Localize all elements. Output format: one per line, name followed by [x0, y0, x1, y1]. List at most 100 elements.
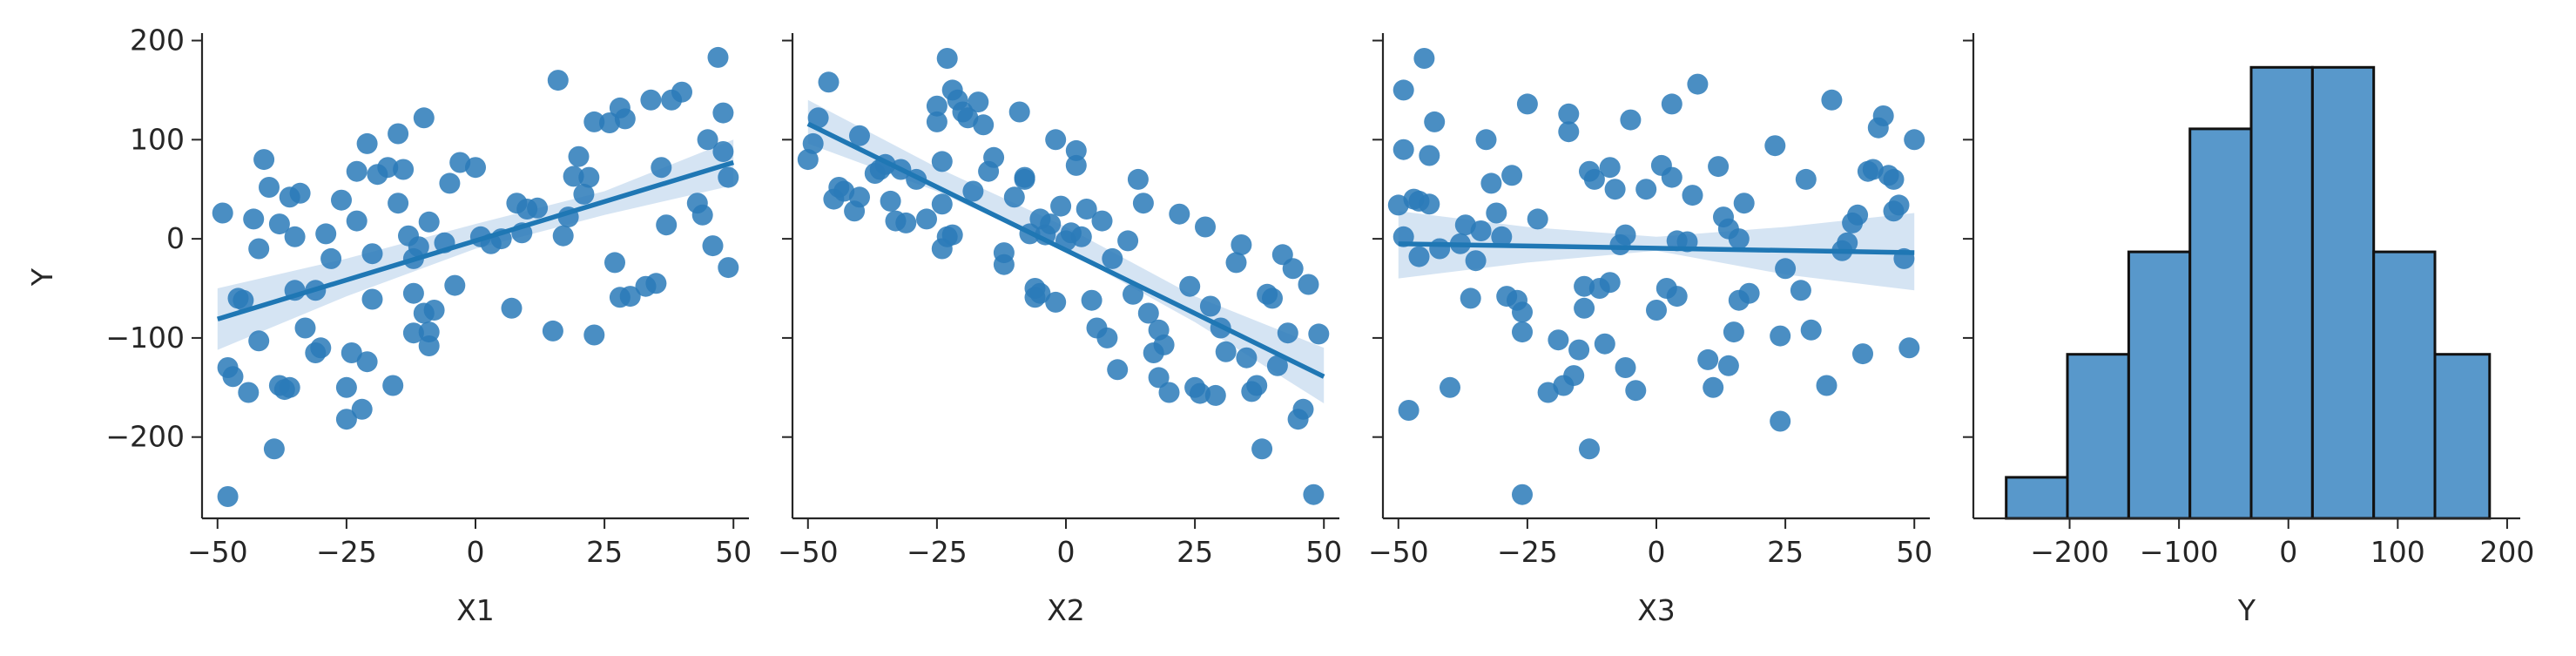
scatter-point — [439, 172, 461, 194]
scatter-point — [1615, 224, 1636, 246]
scatter-point — [1277, 322, 1298, 344]
scatter-point — [248, 330, 270, 352]
scatter-point — [1615, 357, 1636, 378]
y-tick-label: −200 — [105, 420, 185, 454]
scatter-point — [279, 376, 300, 398]
x-tick-label: 200 — [2479, 535, 2534, 569]
scatter-point — [1697, 348, 1719, 370]
scatter-point — [1065, 139, 1087, 161]
scatter-point — [1635, 179, 1657, 200]
x-axis-label: X1 — [456, 593, 495, 627]
scatter-point — [1266, 355, 1288, 376]
scatter-point — [1096, 327, 1118, 348]
scatter-point — [253, 149, 275, 171]
scatter-point — [1816, 375, 1838, 396]
scatter-point — [1486, 202, 1507, 224]
x-axis-label: X3 — [1637, 593, 1676, 627]
scatter-point — [1738, 282, 1760, 304]
scatter-point — [578, 166, 600, 188]
scatter-point — [1717, 355, 1739, 376]
x-axis-label: X2 — [1047, 593, 1085, 627]
scatter-point — [351, 398, 373, 420]
x-tick-label: 25 — [586, 535, 623, 569]
scatter-point — [797, 149, 819, 171]
histogram-bar — [2310, 65, 2376, 520]
scatter-point — [1795, 168, 1817, 190]
scatter-point — [1081, 289, 1103, 311]
scatter-point — [645, 273, 667, 294]
panel-2: −50 −25 0 25 50 X2 — [778, 33, 1342, 627]
x-tick-label: −25 — [907, 535, 968, 569]
scatter-point — [444, 274, 466, 296]
scatter-point — [1045, 291, 1067, 313]
scatter-point — [1132, 193, 1154, 214]
scatter-point — [926, 111, 947, 132]
scatter-point — [1419, 145, 1440, 166]
scatter-point — [583, 111, 605, 132]
x-tick-label: 50 — [1896, 535, 1932, 569]
scatter-point — [1179, 275, 1201, 297]
scatter-point — [1413, 48, 1435, 69]
scatter-point — [1733, 193, 1755, 214]
scatter-point — [702, 235, 724, 257]
scatter-point — [712, 141, 734, 162]
histogram-bar — [2127, 250, 2192, 520]
scatter-point — [356, 351, 378, 373]
scatter-point — [1661, 93, 1682, 115]
x-tick-label: −100 — [2140, 535, 2219, 569]
scatter-point — [1465, 250, 1487, 272]
scatter-point — [243, 208, 265, 230]
x-tick-label: 0 — [2279, 535, 2297, 569]
scatter-point — [1298, 274, 1319, 295]
scatter-point — [238, 382, 260, 403]
scatter-point — [1236, 347, 1258, 369]
scatter-point — [1029, 282, 1051, 304]
scatter-point — [1262, 287, 1283, 309]
scatter-point — [259, 177, 280, 198]
scatter-point — [568, 145, 590, 167]
scatter-point — [1123, 283, 1143, 305]
x-tick-label: −25 — [1497, 535, 1558, 569]
scatter-point — [284, 226, 306, 247]
scatter-point — [248, 238, 270, 260]
panel-3: −50 −25 0 25 50 X3 — [1368, 33, 1932, 627]
scatter-point — [388, 123, 409, 145]
scatter-point — [388, 193, 409, 214]
scatter-point — [1790, 280, 1811, 301]
scatter-point — [718, 166, 739, 188]
histogram-bar — [2249, 65, 2314, 520]
scatter-point — [936, 48, 958, 69]
scatter-point — [983, 146, 1005, 168]
scatter-point — [1148, 367, 1170, 389]
scatter-point — [1045, 129, 1067, 151]
scatter-point — [1904, 129, 1925, 151]
scatter-point — [315, 223, 337, 245]
scatter-point — [1470, 220, 1492, 241]
scatter-point — [1393, 139, 1414, 160]
scatter-point — [1169, 203, 1190, 225]
scatter-point — [1883, 168, 1905, 190]
scatter-point — [222, 366, 244, 388]
scatter-point — [916, 208, 937, 230]
scatter-point — [1501, 165, 1523, 186]
y-tick-label: 0 — [166, 221, 185, 255]
scatter-point — [651, 157, 672, 179]
scatter-point — [712, 102, 734, 124]
x-tick-label: −50 — [778, 535, 839, 569]
scatter-points — [1387, 48, 1925, 505]
scatter-point — [1491, 226, 1513, 247]
scatter-point — [382, 375, 404, 396]
scatter-point — [931, 151, 953, 172]
scatter-point — [320, 247, 342, 269]
scatter-point — [604, 252, 625, 274]
scatter-point — [1204, 384, 1226, 406]
scatter-point — [1137, 302, 1159, 324]
scatter-point — [402, 282, 424, 304]
scatter-point — [1898, 337, 1920, 359]
scatter-point — [718, 257, 739, 279]
scatter-point — [1852, 343, 1873, 365]
scatter-point — [573, 183, 595, 205]
scatter-point — [1065, 154, 1087, 176]
y-tick-label: −100 — [105, 321, 185, 355]
scatter-point — [331, 189, 352, 211]
